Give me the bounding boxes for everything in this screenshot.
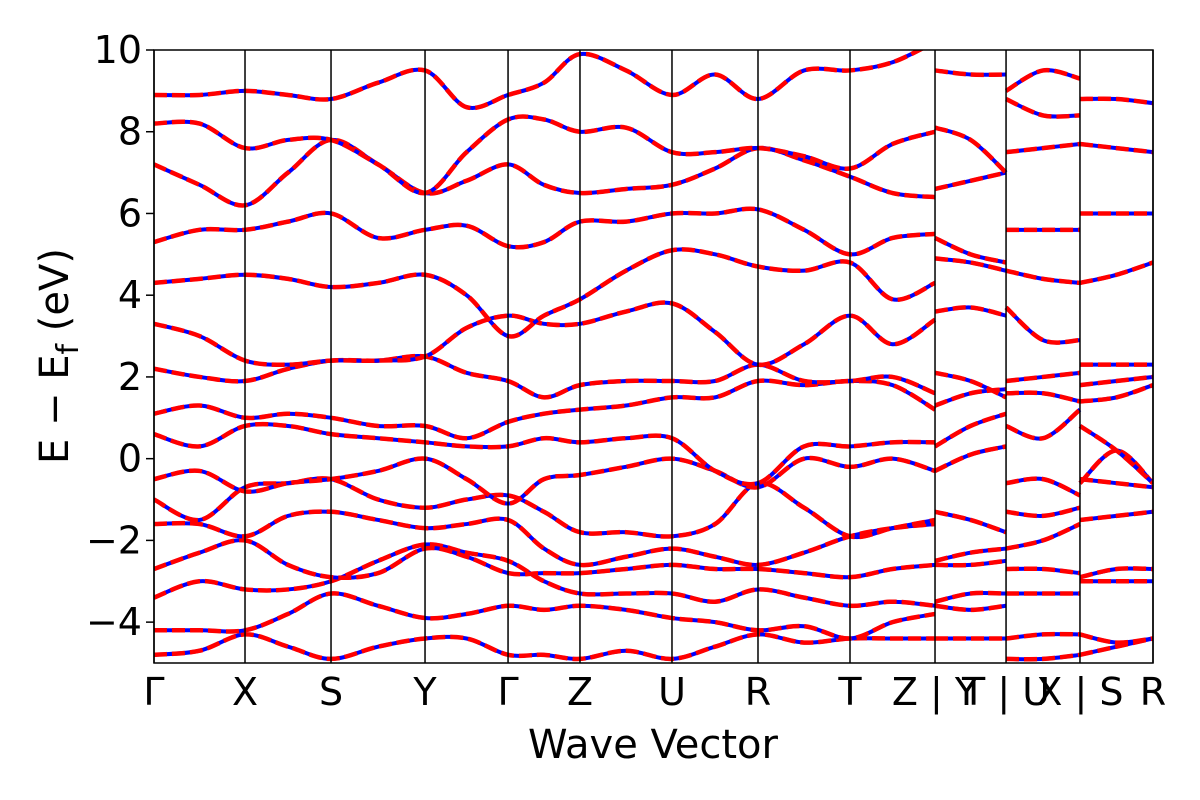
x-tick-label: X | S bbox=[1036, 670, 1123, 715]
band-line bbox=[154, 542, 1153, 608]
bands bbox=[154, 50, 1153, 662]
y-tick-label: 6 bbox=[118, 191, 142, 235]
band-line-dashed bbox=[154, 542, 1153, 609]
band-line-dashed bbox=[154, 353, 1153, 400]
x-tick-label: S bbox=[319, 670, 343, 714]
x-tick-label: Γ bbox=[497, 670, 518, 714]
band-line-dashed bbox=[154, 378, 1153, 441]
x-tick-label: Γ bbox=[143, 670, 164, 714]
band-line-dashed bbox=[154, 537, 1153, 581]
y-label-part: E − E bbox=[32, 354, 78, 464]
band-line bbox=[154, 96, 1153, 196]
y-tick-label: 0 bbox=[118, 437, 142, 481]
y-tick-label: 10 bbox=[94, 28, 142, 72]
x-tick-label: U bbox=[658, 670, 686, 714]
band-line-dashed bbox=[154, 509, 1153, 568]
band-line bbox=[154, 444, 1153, 506]
band-line bbox=[154, 591, 1153, 645]
y-axis-label: E − Ef (eV) bbox=[32, 248, 86, 464]
x-axis-label: Wave Vector bbox=[528, 722, 779, 768]
band-line-dashed bbox=[154, 444, 1153, 506]
band-line bbox=[154, 476, 1153, 540]
y-tick-label: 8 bbox=[118, 110, 142, 154]
band-line-dashed bbox=[154, 407, 1153, 487]
x-tick-label: R bbox=[745, 670, 771, 714]
y-tick-label: −2 bbox=[86, 518, 142, 562]
band-line-dashed bbox=[154, 247, 1153, 339]
x-tick-label: Y bbox=[412, 670, 437, 714]
x-tick-label: Z | Y bbox=[892, 670, 979, 715]
band-line-dashed bbox=[154, 476, 1153, 540]
band-line-dashed bbox=[154, 50, 1081, 111]
y-label-part: (eV) bbox=[32, 248, 78, 344]
band-line-dashed bbox=[154, 300, 1153, 367]
band-line-dashed bbox=[154, 137, 1153, 208]
band-line-dashed bbox=[154, 632, 1153, 662]
band-line bbox=[154, 300, 1153, 367]
x-tick-label: Z bbox=[567, 670, 593, 714]
band-line-dashed bbox=[154, 96, 1153, 196]
y-label-sub: f bbox=[51, 342, 86, 354]
band-line bbox=[154, 509, 1153, 568]
x-tick-label: T | U bbox=[961, 670, 1050, 715]
x-tick-label: T bbox=[837, 670, 862, 714]
x-tick-label: X bbox=[232, 670, 258, 714]
band-line-dashed bbox=[154, 206, 1153, 265]
band-line-dashed bbox=[154, 591, 1153, 645]
y-tick-label: −4 bbox=[86, 600, 142, 644]
x-tick-label: R bbox=[1140, 670, 1166, 714]
y-tick-label: 4 bbox=[118, 273, 142, 317]
y-tick-label: 2 bbox=[118, 355, 142, 399]
